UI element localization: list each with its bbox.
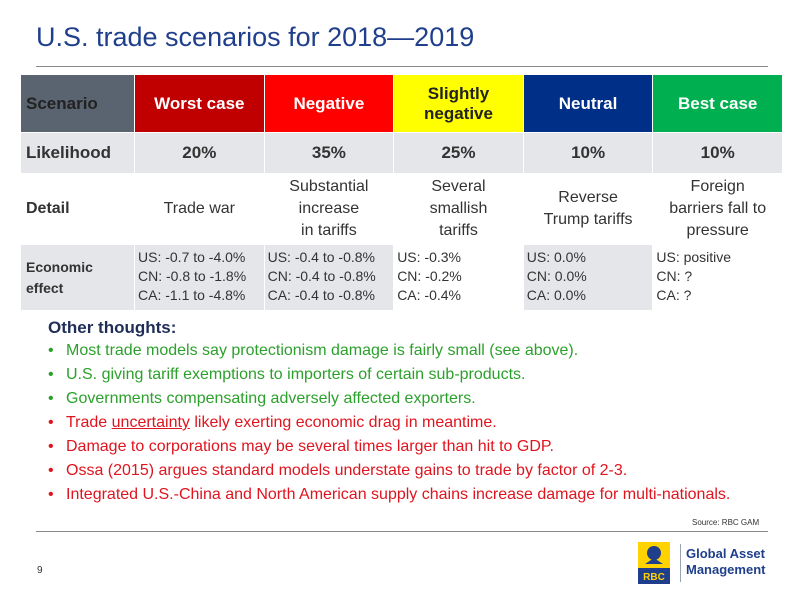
page-title: U.S. trade scenarios for 2018—2019 (36, 22, 475, 52)
detail-worst-case: Trade war (134, 173, 265, 245)
likelihood-best-case: 10% (652, 132, 783, 174)
bullet-icon: • (48, 366, 54, 383)
detail-line: Trade war (163, 200, 236, 217)
title-divider (36, 66, 768, 67)
scenario-header-worst-case: Worst case (134, 74, 265, 133)
bullet-icon: • (48, 342, 54, 359)
thought-item: • Governments compensating adversely affe… (48, 387, 768, 411)
effect-line: CA: -0.4 to -0.8% (267, 287, 375, 303)
row-label-scenario: Scenario (20, 74, 135, 133)
effect-neutral: US: 0.0% CN: 0.0% CA: 0.0% (522, 244, 654, 311)
row-label-economic-effect: Economic effect (20, 244, 135, 311)
detail-line: increase (298, 200, 360, 217)
likelihood-negative: 35% (263, 132, 395, 174)
effect-line: US: positive (656, 249, 732, 265)
bullet-icon: • (48, 390, 54, 407)
effect-line: US: 0.0% (526, 249, 586, 265)
bullet-icon: • (48, 486, 54, 503)
effect-line: US: -0.7 to -4.0% (138, 249, 246, 265)
logo-line-1: Global Asset (686, 546, 765, 561)
detail-line: Foreign (690, 178, 745, 195)
likelihood-worst-case: 20% (134, 132, 265, 174)
detail-slightly-negative: Several smallish tariffs (393, 173, 524, 245)
rbc-gam-logo: RBC Global Asset Management (636, 542, 776, 586)
row-label-likelihood: Likelihood (20, 132, 135, 174)
detail-line: Substantial (289, 178, 369, 195)
likelihood-slightly-negative: 25% (393, 132, 524, 174)
thought-item: • Trade uncertainty likely exerting econo… (48, 411, 768, 435)
scenario-table: Scenario Worst case Negative Slightly ne… (20, 74, 783, 311)
effect-worst-case: US: -0.7 to -4.0% CN: -0.8 to -1.8% CA: … (134, 244, 265, 311)
effect-line: US: -0.3% (397, 249, 461, 265)
detail-line: Reverse (558, 189, 618, 206)
logo-line-2: Management (686, 562, 766, 577)
detail-neutral: Reverse Trump tariffs (522, 173, 654, 245)
svg-text:RBC: RBC (643, 572, 665, 583)
detail-line: smallish (429, 200, 488, 217)
other-thoughts-heading: Other thoughts: (48, 318, 177, 337)
likelihood-neutral: 10% (522, 132, 654, 174)
bullet-icon: • (48, 462, 54, 479)
detail-negative: Substantial increase in tariffs (263, 173, 395, 245)
bullet-icon: • (48, 414, 54, 431)
uncertainty-underline: uncertainty (111, 414, 190, 431)
effect-line: CA: ? (656, 287, 692, 303)
thought-item: • Most trade models say protectionism dam… (48, 339, 768, 363)
thought-item: • U.S. giving tariff exemptions to import… (48, 363, 768, 387)
effect-line: CN: 0.0% (526, 268, 587, 284)
effect-line: CN: -0.4 to -0.8% (267, 268, 376, 284)
effect-line: CA: -1.1 to -4.8% (138, 287, 246, 303)
page-number: 9 (37, 565, 43, 576)
detail-best-case: Foreign barriers fall to pressure (652, 173, 783, 245)
economic-effect-row: Economic effect US: -0.7 to -4.0% CN: -0… (20, 244, 783, 311)
scenario-header-best-case: Best case (652, 74, 783, 133)
effect-best-case: US: positive CN: ? CA: ? (652, 244, 783, 311)
detail-line: tariffs (439, 222, 478, 239)
effect-line: CN: ? (656, 268, 693, 284)
footer-divider (36, 531, 768, 532)
bullet-icon: • (48, 438, 54, 455)
detail-line: barriers fall to (669, 200, 767, 217)
likelihood-row: Likelihood 20% 35% 25% 10% 10% (20, 132, 783, 174)
row-label-detail: Detail (20, 173, 135, 245)
thoughts-list: • Most trade models say protectionism dam… (48, 339, 768, 507)
scenario-row: Scenario Worst case Negative Slightly ne… (20, 74, 783, 133)
scenario-header-neutral: Neutral (522, 74, 654, 133)
source-note: Source: RBC GAM (692, 518, 760, 527)
detail-line: Several (431, 178, 486, 195)
effect-line: CA: 0.0% (526, 287, 586, 303)
effect-line: CA: -0.4% (397, 287, 461, 303)
scenario-header-slightly-negative: Slightly negative (393, 74, 524, 133)
rbc-lion-shield-icon: RBC (638, 542, 670, 584)
thought-item: • Damage to corporations may be several t… (48, 435, 768, 459)
thought-item: • Ossa (2015) argues standard models unde… (48, 459, 768, 483)
effect-slightly-negative: US: -0.3% CN: -0.2% CA: -0.4% (393, 244, 524, 311)
detail-line: in tariffs (301, 222, 357, 239)
thought-item: • Integrated U.S.-China and North America… (48, 483, 768, 507)
effect-line: CN: -0.8 to -1.8% (138, 268, 247, 284)
logo-wordmark: Global Asset Management (686, 546, 765, 578)
detail-line: pressure (686, 222, 749, 239)
other-thoughts: Other thoughts: • Most trade models say p… (48, 318, 768, 507)
effect-line: CN: -0.2% (397, 268, 462, 284)
scenario-header-negative: Negative (263, 74, 395, 133)
detail-line: Trump tariffs (543, 211, 633, 228)
effect-negative: US: -0.4 to -0.8% CN: -0.4 to -0.8% CA: … (263, 244, 395, 311)
detail-row: Detail Trade war Substantial increase in… (20, 173, 783, 245)
effect-line: US: -0.4 to -0.8% (267, 249, 375, 265)
logo-divider (680, 544, 681, 582)
